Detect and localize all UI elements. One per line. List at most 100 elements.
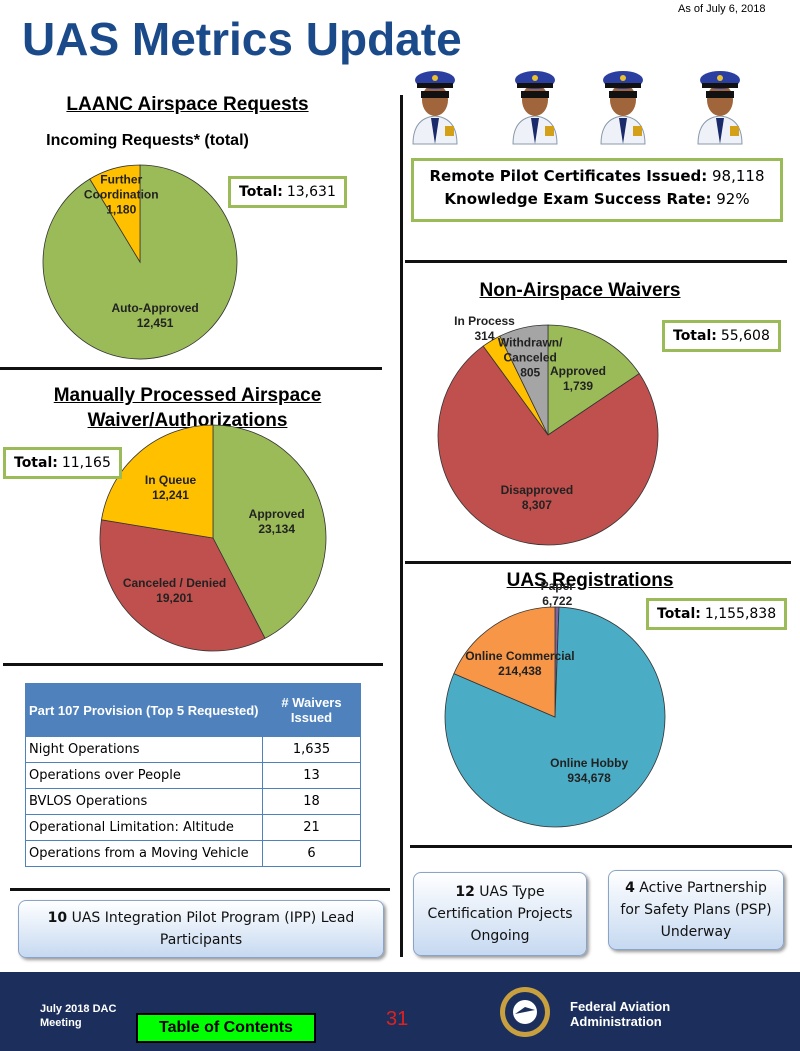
total-box: Total: 13,631: [228, 176, 347, 208]
pie: [99, 424, 327, 652]
total-box: Total: 1,155,838: [646, 598, 788, 630]
pilot-icon: [697, 70, 743, 145]
provision-table: Part 107 Provision (Top 5 Requested) # W…: [25, 683, 361, 867]
chart-title: UAS Registrations: [506, 570, 674, 591]
chart-title: Non-Airspace Waivers: [479, 280, 681, 301]
divider: [3, 663, 383, 666]
pilot-box: Remote Pilot Certificates Issued: 98,118…: [411, 158, 783, 222]
slice-name: In Queue: [144, 473, 197, 488]
pie: [42, 164, 238, 360]
table-row: Operations over People 13: [25, 762, 361, 789]
table-cell: Night Operations: [25, 736, 263, 763]
divider: [410, 845, 792, 848]
info-box: 12 UAS Type Certification Projects Ongoi…: [413, 872, 587, 956]
slice-value: 214,438: [498, 663, 542, 678]
pie-slice: [547, 324, 640, 436]
agency: Federal Aviation Administration: [570, 999, 671, 1029]
total-box: Total: 55,608: [662, 320, 781, 352]
total-caption: Total:: [673, 328, 717, 344]
slice-name: Online Hobby: [550, 755, 629, 770]
value: 92%: [716, 190, 750, 208]
slice-value: 8,307: [521, 497, 552, 512]
slice-value: 12,241: [152, 488, 189, 503]
slice-value: 314: [474, 329, 495, 344]
divider: [400, 95, 403, 957]
header-cell: # Waivers Issued: [262, 683, 361, 737]
info-box: 4 Active Partnership for Safety Plans (P…: [608, 870, 784, 950]
pilot-line: Knowledge Exam Success Rate: 92%: [414, 188, 780, 211]
pie: [437, 324, 659, 546]
slice-label: Paper 6,722: [502, 579, 612, 609]
chart-subtitle: Incoming Requests* (total): [46, 132, 249, 149]
total-value: 13,631: [286, 184, 336, 200]
table-cell: 1,635: [262, 736, 361, 763]
slice-value: 805: [520, 365, 541, 380]
pie-slice: [101, 424, 214, 539]
table-row: BVLOS Operations 18: [25, 788, 361, 815]
divider: [10, 888, 390, 891]
slice-name: Online Commercial: [465, 648, 575, 663]
slice-label: Canceled / Denied 19,201: [120, 576, 230, 606]
slice-name: Auto-Approved: [111, 301, 199, 316]
table-cell: 6: [262, 840, 361, 867]
faa-seal: [500, 987, 550, 1037]
slice-value: 6,722: [542, 593, 573, 608]
date: As of July 6, 2018: [678, 3, 766, 15]
total-value: 11,165: [61, 455, 111, 471]
slice-name: Approved: [549, 363, 606, 378]
table-row: Operations from a Moving Vehicle 6: [25, 840, 361, 867]
slice-label: Further Coordination 1,180: [66, 172, 176, 217]
slice-label: In Process 314: [430, 314, 540, 344]
box-text: UAS Type Certification Projects Ongoing: [427, 884, 573, 944]
info-box: 10 UAS Integration Pilot Program (IPP) L…: [18, 900, 384, 958]
table-cell: Operational Limitation: Altitude: [25, 814, 263, 841]
slice-name: Disapproved: [500, 482, 574, 497]
label: Remote Pilot Certificates Issued:: [429, 167, 708, 185]
toc-button[interactable]: Table of Contents: [136, 1013, 316, 1043]
box-text: Active Partnership for Safety Plans (PSP…: [620, 880, 772, 940]
table-cell: 21: [262, 814, 361, 841]
label: Knowledge Exam Success Rate:: [444, 190, 712, 208]
slice-name: In Process: [454, 314, 515, 329]
box-number: 12: [455, 884, 475, 900]
slice-label: Disapproved 8,307: [482, 483, 592, 513]
table-cell: 13: [262, 762, 361, 789]
pilot-icon: [412, 70, 458, 145]
slice-value: 1,739: [562, 378, 593, 393]
page-number: 31: [386, 1008, 409, 1030]
slice-label: In Queue 12,241: [116, 473, 226, 503]
slice-label: Auto-Approved 12,451: [100, 301, 210, 331]
page-title: UAS Metrics Update: [22, 13, 462, 65]
table-cell: BVLOS Operations: [25, 788, 263, 815]
slice-value: 934,678: [567, 770, 611, 785]
pie-slice: [99, 519, 266, 652]
slice-value: 1,180: [106, 202, 137, 217]
meeting: July 2018 DAC Meeting: [40, 1003, 117, 1029]
box-number: 4: [625, 880, 635, 896]
slice-name: Approved: [248, 507, 305, 522]
slice-label: Approved 23,134: [222, 507, 332, 537]
slice-value: 23,134: [258, 522, 296, 537]
table-row: Night Operations 1,635: [25, 736, 361, 763]
value: 98,118: [712, 167, 765, 185]
pilot-line: Remote Pilot Certificates Issued: 98,118: [414, 165, 780, 188]
box-number: 10: [47, 910, 68, 926]
slice-name: Withdrawn/ Canceled: [497, 335, 563, 365]
slice-label: Online Hobby 934,678: [534, 756, 644, 786]
slice-name: Canceled / Denied: [122, 576, 227, 591]
divider: [405, 260, 787, 263]
pie-slice: [499, 324, 549, 436]
table-row: Operational Limitation: Altitude 21: [25, 814, 361, 841]
total-caption: Total:: [239, 184, 283, 200]
table-cell: Operations from a Moving Vehicle: [25, 840, 263, 867]
pilot-icon: [512, 70, 558, 145]
slice-value: 19,201: [156, 591, 193, 606]
pie-slice: [89, 164, 141, 264]
pie-slice: [453, 606, 556, 718]
divider: [0, 367, 382, 370]
header-cell: Part 107 Provision (Top 5 Requested): [25, 683, 263, 737]
slice-label: Online Commercial 214,438: [465, 649, 575, 679]
slice-label: Approved 1,739: [523, 364, 633, 394]
pilot-icon: [600, 70, 646, 145]
